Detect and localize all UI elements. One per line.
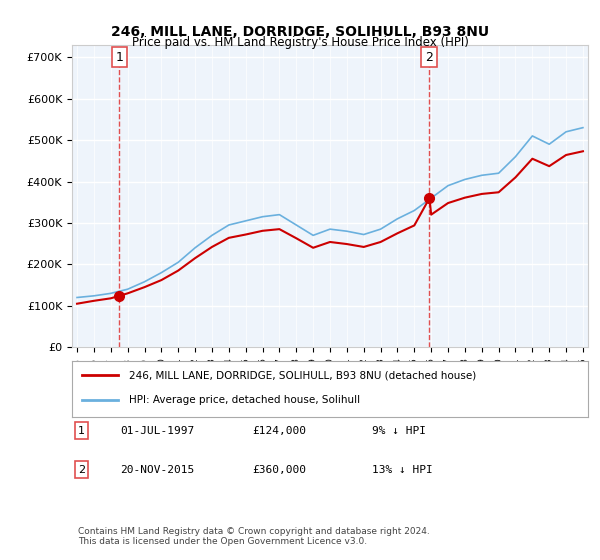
Text: 246, MILL LANE, DORRIDGE, SOLIHULL, B93 8NU (detached house): 246, MILL LANE, DORRIDGE, SOLIHULL, B93 … xyxy=(129,370,476,380)
Text: 2: 2 xyxy=(425,51,433,64)
Text: HPI: Average price, detached house, Solihull: HPI: Average price, detached house, Soli… xyxy=(129,395,360,405)
Text: 2: 2 xyxy=(78,465,85,475)
Text: 20-NOV-2015: 20-NOV-2015 xyxy=(120,465,194,475)
Text: 1: 1 xyxy=(115,51,123,64)
Text: 9% ↓ HPI: 9% ↓ HPI xyxy=(372,426,426,436)
Text: 1: 1 xyxy=(78,426,85,436)
Text: 01-JUL-1997: 01-JUL-1997 xyxy=(120,426,194,436)
Text: Price paid vs. HM Land Registry's House Price Index (HPI): Price paid vs. HM Land Registry's House … xyxy=(131,36,469,49)
Text: 246, MILL LANE, DORRIDGE, SOLIHULL, B93 8NU: 246, MILL LANE, DORRIDGE, SOLIHULL, B93 … xyxy=(111,25,489,39)
Text: 13% ↓ HPI: 13% ↓ HPI xyxy=(372,465,433,475)
Text: £124,000: £124,000 xyxy=(252,426,306,436)
Text: £360,000: £360,000 xyxy=(252,465,306,475)
Text: Contains HM Land Registry data © Crown copyright and database right 2024.
This d: Contains HM Land Registry data © Crown c… xyxy=(78,526,430,546)
